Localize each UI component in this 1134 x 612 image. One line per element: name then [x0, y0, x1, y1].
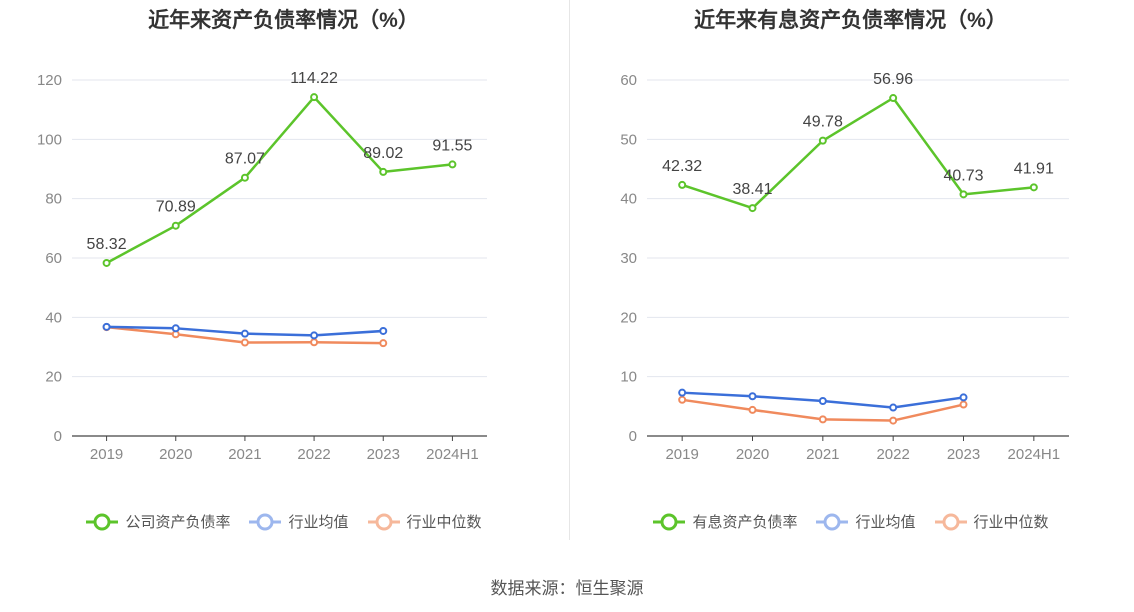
- y-tick-label: 20: [45, 369, 62, 386]
- legend-label: 公司资产负债率: [125, 514, 231, 531]
- data-label: 40.73: [943, 167, 983, 184]
- data-point: [818, 415, 827, 424]
- data-point: [748, 405, 757, 414]
- data-point: [102, 258, 111, 267]
- y-tick-label: 60: [620, 72, 637, 89]
- chart-legend: 公司资产负债率 行业均值 行业中位数: [0, 511, 567, 532]
- data-point: [889, 403, 898, 412]
- y-tick-label: 120: [37, 72, 62, 89]
- data-label: 41.91: [1014, 160, 1054, 177]
- data-point: [818, 396, 827, 405]
- data-label: 114.22: [290, 70, 338, 87]
- x-tick-label: 2023: [367, 446, 400, 463]
- data-point: [240, 329, 249, 338]
- legend-item-industry-median[interactable]: 行业中位数: [934, 511, 1049, 532]
- panel-divider: [569, 0, 570, 540]
- x-tick-label: 2023: [947, 446, 980, 463]
- chart-legend: 有息资产负债率 行业均值 行业中位数: [567, 511, 1134, 532]
- legend-label: 行业中位数: [406, 514, 482, 531]
- x-tick-label: 2021: [228, 446, 261, 463]
- data-point: [818, 136, 827, 145]
- y-tick-label: 10: [620, 369, 637, 386]
- data-point: [959, 190, 968, 199]
- y-tick-label: 20: [620, 309, 637, 326]
- x-tick-label: 2024H1: [426, 446, 479, 463]
- data-label: 89.02: [363, 145, 403, 162]
- chart-title: 近年来资产负债率情况（%）: [148, 9, 419, 32]
- legend-label: 行业中位数: [973, 514, 1049, 531]
- x-tick-label: 2022: [297, 446, 330, 463]
- legend-label: 行业均值: [288, 514, 349, 531]
- data-point: [379, 339, 388, 348]
- data-point: [310, 93, 319, 102]
- y-tick-label: 40: [45, 309, 62, 326]
- chart-title: 近年来有息资产负债率情况（%）: [694, 9, 1007, 32]
- y-tick-label: 0: [54, 428, 62, 445]
- legend-item-company[interactable]: 公司资产负债率: [85, 511, 230, 532]
- x-tick-label: 2020: [159, 446, 192, 463]
- data-point: [102, 322, 111, 331]
- y-tick-label: 60: [45, 250, 62, 267]
- data-label: 42.32: [662, 158, 702, 175]
- y-tick-label: 100: [37, 131, 62, 148]
- data-point: [889, 416, 898, 425]
- legend-label: 行业均值: [855, 514, 916, 531]
- data-point: [889, 94, 898, 103]
- data-label: 70.89: [156, 199, 196, 216]
- data-point: [1029, 183, 1038, 192]
- series-line: [681, 96, 1034, 210]
- y-tick-label: 30: [620, 250, 637, 267]
- data-point: [171, 324, 180, 333]
- data-source-note: 数据来源：恒生聚源: [490, 579, 644, 598]
- chart-panel-debt-ratio: 近年来资产负债率情况（%） 0 20 40 60 80 100 120 2019 2020 202…: [0, 0, 567, 560]
- legend-item-industry-mean[interactable]: 行业均值: [815, 511, 916, 532]
- data-point: [959, 400, 968, 409]
- y-tick-label: 80: [45, 191, 62, 208]
- data-label: 91.55: [432, 137, 472, 154]
- data-point: [379, 326, 388, 335]
- data-point: [310, 331, 319, 340]
- data-point: [678, 388, 687, 397]
- legend-label: 有息资产负债率: [692, 514, 798, 531]
- data-point: [240, 173, 249, 182]
- y-tick-label: 0: [629, 428, 637, 445]
- line-chart-interest-debt-ratio: 0 10 20 30 40 50 60 2019 2020 2021 2022 2023 2024H1 4…: [620, 71, 1069, 463]
- line-chart-debt-ratio: 0 20 40 60 80 100 120 2019 2020 2021 2022 2023 2024H…: [37, 70, 487, 463]
- data-point: [748, 204, 757, 213]
- data-point: [379, 167, 388, 176]
- series-line: [105, 95, 453, 265]
- data-point: [678, 395, 687, 404]
- data-point: [448, 160, 457, 169]
- y-tick-label: 50: [620, 131, 637, 148]
- data-point: [310, 338, 319, 347]
- legend-green-marker-icon: [86, 513, 119, 530]
- data-label: 87.07: [225, 151, 265, 168]
- legend-blue-marker-icon: [816, 513, 849, 530]
- x-tick-label: 2019: [665, 446, 698, 463]
- legend-orange-marker-icon: [367, 513, 400, 530]
- legend-blue-marker-icon: [249, 513, 282, 530]
- data-point: [240, 338, 249, 347]
- chart-panel-interest-debt-ratio: 近年来有息资产负债率情况（%） 0 10 20 30 40 50 60 2019 2020 202…: [567, 0, 1134, 560]
- data-point: [171, 221, 180, 230]
- legend-green-marker-icon: [653, 513, 686, 530]
- data-label: 38.41: [732, 181, 772, 198]
- y-tick-label: 40: [620, 191, 637, 208]
- legend-orange-marker-icon: [934, 513, 967, 530]
- data-point: [748, 392, 757, 401]
- x-tick-label: 2020: [736, 446, 769, 463]
- legend-item-interest-debt[interactable]: 有息资产负债率: [652, 511, 797, 532]
- x-tick-label: 2024H1: [1008, 446, 1061, 463]
- data-label: 58.32: [87, 236, 127, 253]
- x-tick-label: 2019: [90, 446, 123, 463]
- x-tick-label: 2022: [876, 446, 909, 463]
- data-point: [959, 393, 968, 402]
- data-point: [678, 180, 687, 189]
- legend-item-industry-median[interactable]: 行业中位数: [367, 511, 482, 532]
- data-label: 56.96: [873, 71, 913, 88]
- x-tick-label: 2021: [806, 446, 839, 463]
- data-label: 49.78: [803, 114, 843, 131]
- legend-item-industry-mean[interactable]: 行业均值: [248, 511, 349, 532]
